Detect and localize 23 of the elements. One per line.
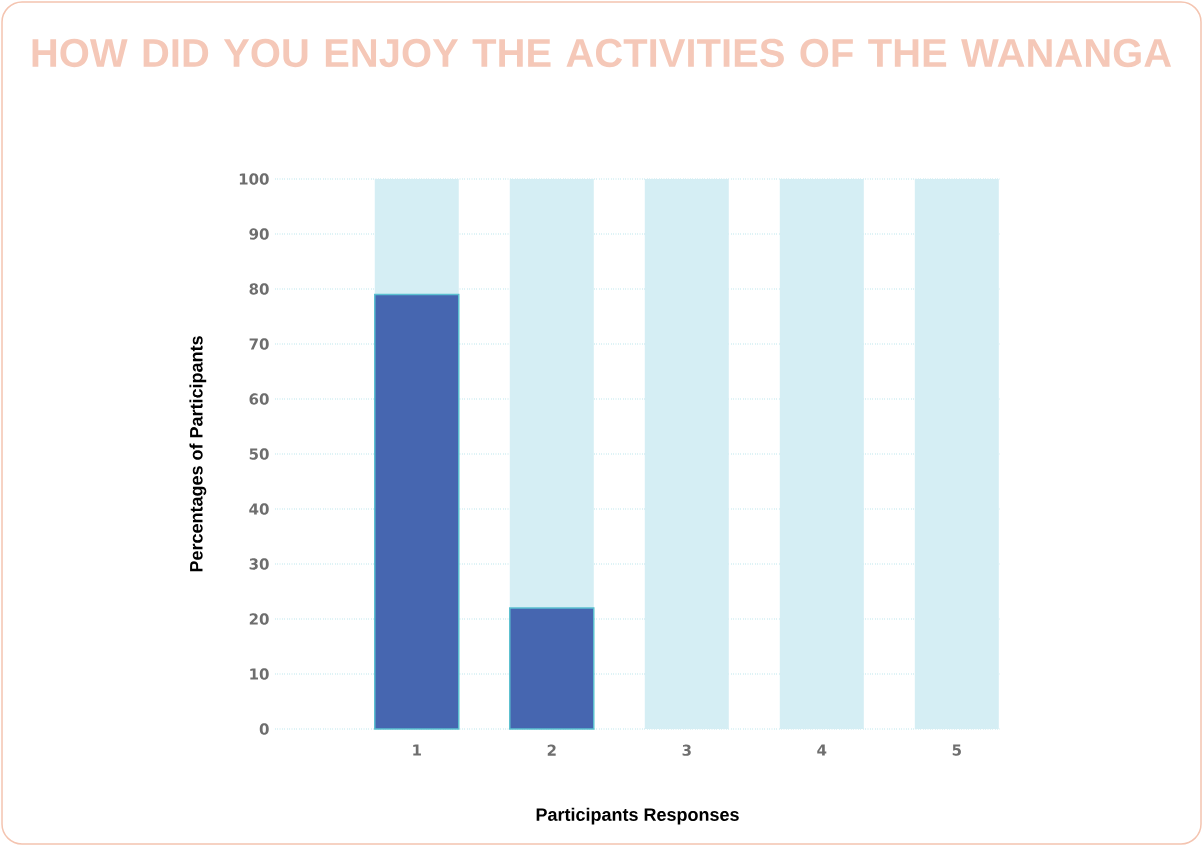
- x-tick-label: 4: [817, 744, 827, 756]
- y-tick-label: 80: [249, 283, 269, 295]
- y-tick-label: 40: [249, 503, 269, 515]
- bar: [374, 293, 460, 730]
- bar: [914, 178, 999, 729]
- y-tick-label: 30: [249, 558, 269, 570]
- bar: [779, 178, 864, 729]
- x-tick-label: 1: [413, 744, 421, 756]
- y-tick-label: 50: [249, 448, 269, 460]
- bar: [644, 178, 729, 729]
- y-tick-label: 100: [239, 173, 269, 185]
- y-tick-label: 10: [250, 668, 269, 680]
- chart-title: HOW DID YOU ENJOY THE ACTIVITIES OF THE WANANGA: [32, 38, 1172, 68]
- y-tick-label: 70: [249, 338, 269, 350]
- x-axis-title: Participants Responses: [536, 807, 739, 825]
- x-tick-label: 5: [952, 744, 961, 756]
- x-tick-label: 3: [682, 744, 691, 756]
- y-tick-label: 0: [259, 723, 269, 735]
- y-tick-label: 90: [249, 228, 269, 240]
- y-tick-label: 60: [249, 393, 269, 405]
- y-axis-title: Percentages of Participants: [189, 336, 207, 572]
- y-tick-label: 20: [249, 613, 269, 625]
- x-tick-label: 2: [547, 744, 556, 756]
